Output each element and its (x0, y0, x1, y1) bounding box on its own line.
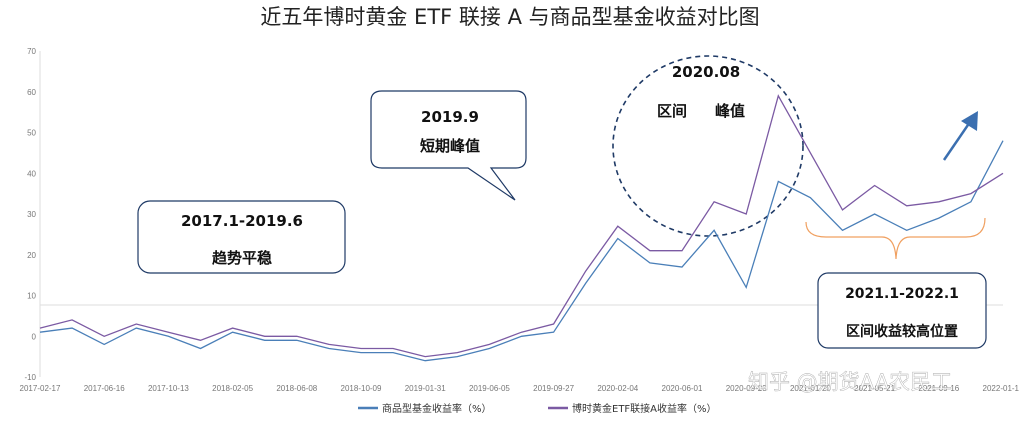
series-line-commodity-fund (39, 140, 1004, 362)
annotation-2020-label-b: 峰值 (715, 102, 745, 120)
y-tick-label: 20 (27, 251, 36, 260)
annotation-circle-2020 (612, 55, 804, 237)
x-tick-label: 2018-06-08 (276, 384, 317, 393)
x-tick-label: 2020-02-04 (597, 384, 638, 393)
x-tick-label: 2018-10-09 (341, 384, 382, 393)
y-tick-label: 30 (27, 210, 36, 219)
y-tick-label: 40 (27, 169, 36, 178)
x-tick-label: 2021-05-21 (854, 384, 895, 393)
annotation-callout-2019 (370, 90, 527, 201)
series-line-gold-etf (39, 94, 1004, 358)
chart-title: 近五年博时黄金 ETF 联接 A 与商品型基金收益对比图 (260, 5, 759, 29)
x-tick-label: 2017-02-17 (20, 384, 61, 393)
y-tick-label: 0 (32, 332, 37, 341)
x-tick-label: 2021-01-20 (790, 384, 831, 393)
watermark: 知乎 @期货AA农民工 (748, 370, 952, 394)
x-tick-label: 2022-01-19 (983, 384, 1019, 393)
y-tick-labels: -10 0 10 20 30 40 50 60 70 (24, 47, 36, 382)
y-tick-label: 60 (27, 88, 36, 97)
x-tick-label: 2017-10-13 (148, 384, 189, 393)
y-tick-label: -10 (24, 373, 36, 382)
y-tick-label: 10 (27, 292, 36, 301)
x-tick-label: 2019-09-27 (533, 384, 574, 393)
legend-label-gold-etf: 博时黄金ETF联接A收益率（%） (572, 402, 717, 415)
annotation-brace-2021 (805, 217, 986, 260)
annotation-2017-label: 趋势平稳 (212, 249, 272, 267)
annotation-2017-range: 2017.1-2019.6 (181, 212, 303, 230)
trend-arrow-shaft (942, 121, 972, 161)
annotation-box-2017 (137, 200, 346, 274)
legend-label-commodity-fund: 商品型基金收益率（%） (382, 402, 492, 415)
x-tick-label: 2019-06-05 (469, 384, 510, 393)
x-tick-label: 2018-02-05 (212, 384, 253, 393)
annotation-2021-label: 区间收益较高位置 (846, 323, 958, 340)
annotation-box-2021 (817, 272, 987, 349)
y-tick-label: 70 (27, 47, 36, 56)
annotation-2020-label-a: 区间 (657, 102, 687, 120)
annotation-2020-date: 2020.08 (672, 63, 740, 81)
annotation-2019-date: 2019.9 (421, 108, 479, 126)
x-tick-label: 2020-09-23 (726, 384, 767, 393)
y-tick-label: 50 (27, 129, 36, 138)
x-tick-labels: 2017-02-17 2017-06-16 2017-10-13 2018-02-05… (20, 384, 1019, 393)
x-tick-label: 2020-06-01 (662, 384, 703, 393)
annotation-2019-label: 短期峰值 (420, 137, 480, 155)
x-tick-label: 2021-09-16 (918, 384, 959, 393)
x-tick-label: 2019-01-31 (405, 384, 446, 393)
annotation-2021-range: 2021.1-2022.1 (845, 286, 959, 302)
x-tick-label: 2017-06-16 (84, 384, 125, 393)
trend-arrow-head (961, 111, 978, 131)
